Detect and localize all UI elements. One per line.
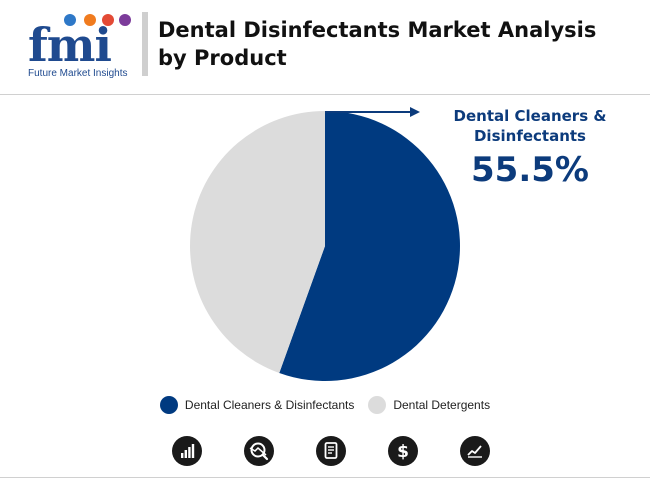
pie-slice-dental-detergents xyxy=(189,111,325,374)
header-divider xyxy=(142,12,148,76)
document-icon xyxy=(316,436,346,466)
logo-dots-icon xyxy=(64,14,131,26)
pie-chart xyxy=(189,107,460,381)
pie-slice-dental-cleaners-disinfectants xyxy=(279,111,460,381)
callout-value: 55.5% xyxy=(471,150,589,190)
bottom-rule xyxy=(0,477,650,478)
bar-chart-icon xyxy=(172,436,202,466)
legend-label-dental-detergents: Dental Detergents xyxy=(393,398,491,412)
line-chart-icon xyxy=(460,436,490,466)
logo-letters: fmi xyxy=(28,18,112,72)
legend-item-dental-detergents: Dental Detergents xyxy=(368,396,490,414)
chart-legend: Dental Cleaners & Disinfectants Dental D… xyxy=(0,396,650,414)
magnifier-trend-icon xyxy=(244,436,274,466)
legend-swatch-dental-detergents xyxy=(368,396,387,414)
callout-arrowhead xyxy=(410,107,420,117)
callout-label: Dental Cleaners & Disinfectants xyxy=(453,107,607,145)
header: fmi Future Market Insights Dental Disinf… xyxy=(0,0,650,92)
legend-item-dental-cleaners: Dental Cleaners & Disinfectants xyxy=(159,396,355,414)
legend-label-dental-cleaners: Dental Cleaners & Disinfectants xyxy=(184,398,355,412)
top-rule xyxy=(0,94,650,95)
fmi-logo: fmi Future Market Insights xyxy=(24,10,134,80)
page-title: Dental Disinfectants Market Analysis by … xyxy=(158,18,597,70)
logo-tagline: Future Market Insights xyxy=(28,68,128,79)
svg-text:$: $ xyxy=(397,442,409,462)
dollar-icon: $ xyxy=(388,436,418,466)
legend-swatch-dental-cleaners xyxy=(159,396,178,414)
pie-callout: Dental Cleaners & Disinfectants 55.5% xyxy=(430,106,630,190)
footer-icons: $ xyxy=(0,436,650,468)
